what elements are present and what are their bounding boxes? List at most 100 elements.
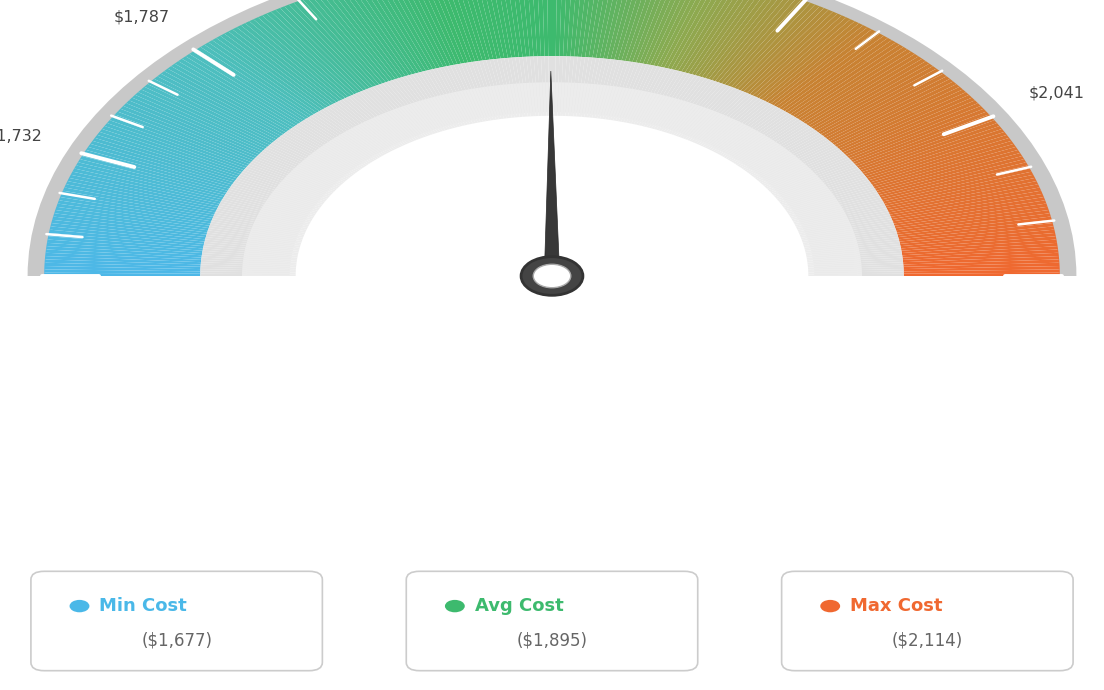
Wedge shape [799, 226, 852, 236]
Wedge shape [161, 71, 284, 136]
Wedge shape [254, 220, 307, 231]
Wedge shape [256, 216, 308, 228]
Wedge shape [420, 72, 456, 124]
Wedge shape [754, 136, 826, 172]
Wedge shape [692, 90, 744, 139]
Text: $1,732: $1,732 [0, 128, 42, 143]
Wedge shape [86, 147, 231, 188]
Wedge shape [444, 94, 465, 126]
Wedge shape [243, 256, 297, 261]
Wedge shape [201, 260, 290, 266]
Wedge shape [286, 130, 355, 169]
Wedge shape [830, 81, 956, 143]
Wedge shape [328, 141, 369, 165]
Wedge shape [680, 108, 710, 138]
Wedge shape [616, 88, 633, 121]
Wedge shape [323, 144, 365, 168]
Wedge shape [814, 257, 903, 264]
Polygon shape [544, 71, 560, 276]
Wedge shape [661, 101, 687, 132]
Wedge shape [793, 208, 843, 221]
Wedge shape [892, 194, 1044, 221]
Wedge shape [781, 188, 830, 205]
Wedge shape [314, 151, 357, 174]
Wedge shape [668, 104, 696, 134]
Wedge shape [582, 58, 596, 113]
Wedge shape [120, 106, 255, 160]
Wedge shape [64, 184, 215, 215]
Wedge shape [242, 274, 296, 276]
Wedge shape [326, 142, 367, 166]
Wedge shape [628, 66, 657, 119]
Wedge shape [878, 156, 1025, 195]
Wedge shape [262, 206, 312, 220]
Wedge shape [889, 184, 1040, 215]
Wedge shape [51, 223, 205, 241]
Wedge shape [484, 0, 508, 58]
Wedge shape [749, 130, 818, 169]
Wedge shape [237, 176, 318, 203]
Wedge shape [790, 42, 900, 116]
Wedge shape [811, 241, 900, 252]
Wedge shape [224, 195, 308, 217]
Wedge shape [737, 6, 824, 90]
Wedge shape [741, 145, 783, 169]
Wedge shape [902, 246, 1058, 257]
Wedge shape [244, 252, 298, 257]
Wedge shape [202, 255, 290, 262]
Wedge shape [656, 75, 696, 126]
Wedge shape [656, 99, 681, 130]
Wedge shape [284, 177, 331, 196]
Wedge shape [363, 89, 414, 137]
Wedge shape [479, 61, 500, 116]
Wedge shape [788, 201, 839, 215]
Wedge shape [452, 0, 486, 61]
Wedge shape [904, 273, 1060, 276]
Wedge shape [592, 85, 604, 118]
Wedge shape [709, 99, 765, 146]
Wedge shape [304, 159, 348, 181]
Wedge shape [52, 217, 206, 237]
Wedge shape [806, 252, 860, 257]
Wedge shape [247, 164, 326, 194]
Wedge shape [764, 167, 810, 188]
Wedge shape [574, 57, 585, 112]
Wedge shape [902, 250, 1059, 260]
Wedge shape [669, 79, 712, 130]
Wedge shape [164, 68, 286, 134]
Wedge shape [638, 68, 671, 121]
Wedge shape [709, 123, 744, 150]
Wedge shape [723, 110, 785, 153]
Wedge shape [659, 75, 699, 127]
Wedge shape [217, 206, 304, 226]
Wedge shape [608, 87, 623, 120]
Wedge shape [201, 267, 290, 271]
Wedge shape [261, 208, 311, 221]
Wedge shape [681, 84, 728, 134]
Wedge shape [510, 0, 527, 57]
Wedge shape [234, 180, 316, 206]
Wedge shape [673, 81, 719, 132]
Wedge shape [456, 91, 476, 124]
Wedge shape [211, 219, 298, 235]
Wedge shape [683, 86, 731, 135]
Wedge shape [603, 86, 616, 119]
Wedge shape [625, 0, 662, 61]
Wedge shape [402, 76, 443, 128]
Wedge shape [554, 56, 560, 112]
Wedge shape [798, 222, 850, 233]
Wedge shape [53, 213, 208, 235]
FancyBboxPatch shape [782, 571, 1073, 671]
Wedge shape [290, 127, 359, 166]
Wedge shape [93, 138, 235, 182]
Wedge shape [397, 107, 426, 137]
Wedge shape [814, 264, 903, 269]
Wedge shape [282, 134, 352, 172]
Text: Max Cost: Max Cost [850, 597, 943, 615]
Wedge shape [351, 94, 404, 141]
Wedge shape [719, 107, 779, 151]
Wedge shape [784, 193, 834, 209]
Wedge shape [837, 90, 966, 148]
Wedge shape [46, 246, 202, 257]
Wedge shape [248, 236, 301, 244]
